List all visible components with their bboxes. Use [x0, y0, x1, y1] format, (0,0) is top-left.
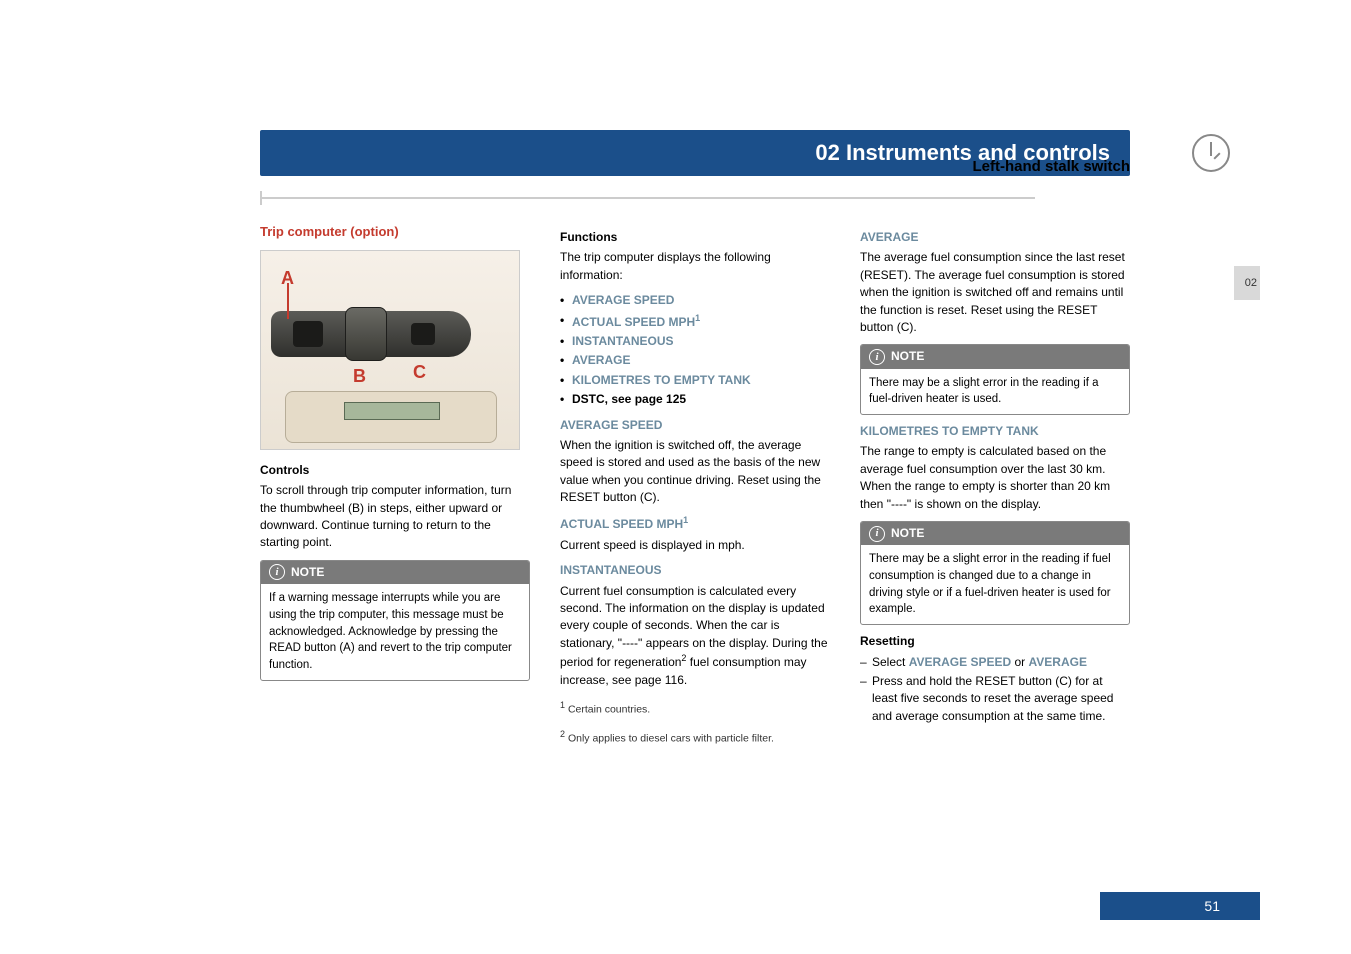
column-3: AVERAGE The average fuel consumption sin…	[860, 223, 1130, 754]
avg-speed-text: When the ignition is switched off, the a…	[560, 437, 830, 507]
controls-text: To scroll through trip computer informat…	[260, 482, 530, 552]
actual-speed-text: Current speed is displayed in mph.	[560, 537, 830, 554]
trip-computer-heading: Trip computer (option)	[260, 223, 530, 242]
fn-item: KILOMETRES TO EMPTY TANK	[560, 372, 830, 389]
page-number: 51	[1100, 892, 1260, 920]
divider	[260, 197, 1035, 199]
footnote-2: 2 Only applies to diesel cars with parti…	[560, 728, 830, 747]
thumbwheel-graphic	[345, 307, 387, 361]
footnote-1: 1 Certain countries.	[560, 699, 830, 718]
dash-panel-graphic	[285, 391, 497, 443]
stalk-diagram: A B C	[260, 250, 520, 450]
note-box: i NOTE There may be a slight error in th…	[860, 521, 1130, 625]
info-icon: i	[869, 526, 885, 542]
info-icon: i	[269, 564, 285, 580]
note-box: i NOTE There may be a slight error in th…	[860, 344, 1130, 415]
average-heading: AVERAGE	[860, 229, 1130, 246]
fn-item: INSTANTANEOUS	[560, 333, 830, 350]
section-title: Left-hand stalk switch	[200, 158, 1130, 175]
footnote-ref: 1	[695, 313, 700, 323]
label-a: A	[281, 265, 294, 291]
km-empty-heading: KILOMETRES TO EMPTY TANK	[860, 423, 1130, 440]
page: 02 Instruments and controls Left-hand st…	[200, 130, 1160, 880]
note-label: NOTE	[291, 564, 324, 581]
resetting-heading: Resetting	[860, 633, 1130, 650]
label-c: C	[413, 359, 426, 385]
note-label: NOTE	[891, 525, 924, 542]
controls-heading: Controls	[260, 462, 530, 479]
fn-item: AVERAGE SPEED	[560, 292, 830, 309]
average-text: The average fuel consumption since the l…	[860, 249, 1130, 336]
actual-speed-heading: ACTUAL SPEED MPH1	[560, 514, 830, 533]
functions-heading: Functions	[560, 229, 830, 246]
note-body: There may be a slight error in the readi…	[861, 369, 1129, 414]
note-header: i NOTE	[861, 345, 1129, 368]
functions-list: AVERAGE SPEED ACTUAL SPEED MPH1 INSTANTA…	[560, 292, 830, 408]
avg-speed-heading: AVERAGE SPEED	[560, 417, 830, 434]
lcd-graphic	[344, 402, 440, 420]
column-1: Trip computer (option) A B C Controls To…	[260, 223, 530, 754]
fn-item: ACTUAL SPEED MPH1	[560, 312, 830, 331]
fn-item: AVERAGE	[560, 352, 830, 369]
chapter-tab: 02	[1234, 266, 1260, 300]
read-button-graphic	[293, 321, 323, 347]
label-b: B	[353, 363, 366, 389]
note-body: If a warning message interrupts while yo…	[261, 584, 529, 679]
column-2: Functions The trip computer displays the…	[560, 223, 830, 754]
footnote-ref: 1	[683, 515, 688, 525]
reset-button-graphic	[411, 323, 435, 345]
note-header: i NOTE	[261, 561, 529, 584]
note-header: i NOTE	[861, 522, 1129, 545]
speedometer-icon	[1192, 134, 1230, 172]
note-box: i NOTE If a warning message interrupts w…	[260, 560, 530, 681]
functions-intro: The trip computer displays the following…	[560, 249, 830, 284]
note-label: NOTE	[891, 348, 924, 365]
info-icon: i	[869, 349, 885, 365]
reset-item: Select AVERAGE SPEED or AVERAGE	[860, 654, 1130, 671]
reset-list: Select AVERAGE SPEED or AVERAGE Press an…	[860, 654, 1130, 726]
instantaneous-text: Current fuel consumption is calculated e…	[560, 583, 830, 689]
fn-item: DSTC, see page 125	[560, 391, 830, 408]
reset-item: Press and hold the RESET button (C) for …	[860, 673, 1130, 725]
km-empty-text: The range to empty is calculated based o…	[860, 443, 1130, 513]
instantaneous-heading: INSTANTANEOUS	[560, 562, 830, 579]
note-body: There may be a slight error in the readi…	[861, 545, 1129, 624]
content-columns: Trip computer (option) A B C Controls To…	[260, 223, 1160, 754]
